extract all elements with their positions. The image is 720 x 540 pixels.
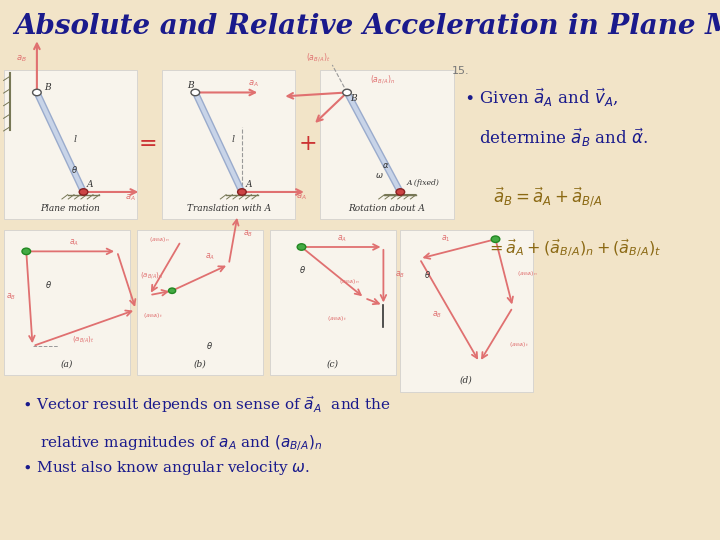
Text: Translation with A: Translation with A <box>186 204 271 213</box>
Circle shape <box>191 89 199 96</box>
Circle shape <box>297 244 306 250</box>
Text: $a_B$: $a_B$ <box>432 310 442 320</box>
Text: $\alpha$: $\alpha$ <box>382 161 390 170</box>
Circle shape <box>396 189 405 195</box>
Text: $a_B$: $a_B$ <box>243 228 253 239</box>
Text: $\theta$: $\theta$ <box>71 164 78 175</box>
Circle shape <box>79 189 88 195</box>
Circle shape <box>491 236 500 242</box>
Text: $\bullet$ Given $\vec{a}_A$ and $\vec{v}_A$,: $\bullet$ Given $\vec{a}_A$ and $\vec{v}… <box>464 86 618 109</box>
Text: l: l <box>232 135 235 144</box>
Text: l: l <box>73 135 76 144</box>
Text: determine $\vec{a}_B$ and $\vec{\alpha}$.: determine $\vec{a}_B$ and $\vec{\alpha}$… <box>479 127 648 150</box>
Circle shape <box>343 89 351 96</box>
Text: relative magnitudes of $a_A$ and $(a_{B/A})_n$: relative magnitudes of $a_A$ and $(a_{B/… <box>40 433 322 453</box>
Text: $(a_{B/A})_t$: $(a_{B/A})_t$ <box>72 335 94 346</box>
Bar <box>4 70 137 219</box>
Text: 15.: 15. <box>452 66 469 76</box>
Text: A: A <box>246 180 252 188</box>
Text: $a_A$: $a_A$ <box>248 79 258 90</box>
Text: $(a_{B/A})_n$: $(a_{B/A})_n$ <box>339 278 360 286</box>
Text: $\theta$: $\theta$ <box>299 264 306 275</box>
Circle shape <box>168 288 176 293</box>
Text: $\vec{a}_B = \vec{a}_A + \vec{a}_{B/A}$: $\vec{a}_B = \vec{a}_A + \vec{a}_{B/A}$ <box>493 186 603 211</box>
Text: Plane motion: Plane motion <box>40 204 100 213</box>
Circle shape <box>32 89 41 96</box>
Text: $(a_{B/A})_t$: $(a_{B/A})_t$ <box>509 341 529 349</box>
Text: (a): (a) <box>60 360 73 369</box>
Bar <box>137 230 263 375</box>
Text: B: B <box>351 93 357 103</box>
Text: $(a_{B/A})_n$: $(a_{B/A})_n$ <box>150 236 170 244</box>
Text: $\theta$: $\theta$ <box>423 269 431 280</box>
Text: $\theta$: $\theta$ <box>206 340 213 351</box>
Bar <box>162 70 295 219</box>
Text: +: + <box>299 133 318 156</box>
Text: $(a_{B/A})_n$: $(a_{B/A})_n$ <box>517 269 538 278</box>
Text: $= \vec{a}_A + (\vec{a}_{B/A})_n + (\vec{a}_{B/A})_t$: $= \vec{a}_A + (\vec{a}_{B/A})_n + (\vec… <box>486 238 662 260</box>
Text: B: B <box>186 81 193 90</box>
Text: $a_B$: $a_B$ <box>6 291 16 301</box>
Circle shape <box>238 189 246 195</box>
Text: $a_A$: $a_A$ <box>337 233 347 244</box>
Text: (d): (d) <box>460 376 472 385</box>
Text: Rotation about A: Rotation about A <box>348 204 426 213</box>
Bar <box>320 70 454 219</box>
Bar <box>4 230 130 375</box>
Text: $a_A$: $a_A$ <box>125 193 135 203</box>
Text: Absolute and Relative Acceleration in Plane Motion: Absolute and Relative Acceleration in Pl… <box>14 14 720 40</box>
Bar <box>400 230 533 392</box>
Text: $(a_{B/A})_n$: $(a_{B/A})_n$ <box>140 271 163 281</box>
Circle shape <box>22 248 30 255</box>
Text: (b): (b) <box>194 360 206 369</box>
Text: $(a_{B/A})_t$: $(a_{B/A})_t$ <box>306 51 330 64</box>
Text: A: A <box>87 180 94 188</box>
Bar <box>270 230 396 375</box>
Text: $a_A$: $a_A$ <box>69 238 79 248</box>
Text: $\bullet$ Vector result depends on sense of $\vec{a}_A$  and the: $\bullet$ Vector result depends on sense… <box>22 394 390 415</box>
Text: $\bullet$ Must also know angular velocity $\omega$.: $\bullet$ Must also know angular velocit… <box>22 459 310 477</box>
Text: $(a_{B/A})_n$: $(a_{B/A})_n$ <box>371 73 395 86</box>
Text: $a_B$: $a_B$ <box>395 269 405 280</box>
Text: $(a_{B/A})_t$: $(a_{B/A})_t$ <box>143 312 163 320</box>
Text: B: B <box>44 83 50 92</box>
Text: $a_A$: $a_A$ <box>296 192 306 202</box>
Text: (c): (c) <box>327 360 339 369</box>
Text: $(a_{B/A})_t$: $(a_{B/A})_t$ <box>327 314 347 323</box>
Text: $a_1$: $a_1$ <box>441 234 451 244</box>
Text: =: = <box>138 133 157 156</box>
Text: $a_A$: $a_A$ <box>205 252 215 262</box>
Text: $\omega$: $\omega$ <box>375 172 384 180</box>
Text: A (fixed): A (fixed) <box>406 179 439 187</box>
Text: $\theta$: $\theta$ <box>45 279 52 290</box>
Text: $a_B$: $a_B$ <box>16 53 27 64</box>
